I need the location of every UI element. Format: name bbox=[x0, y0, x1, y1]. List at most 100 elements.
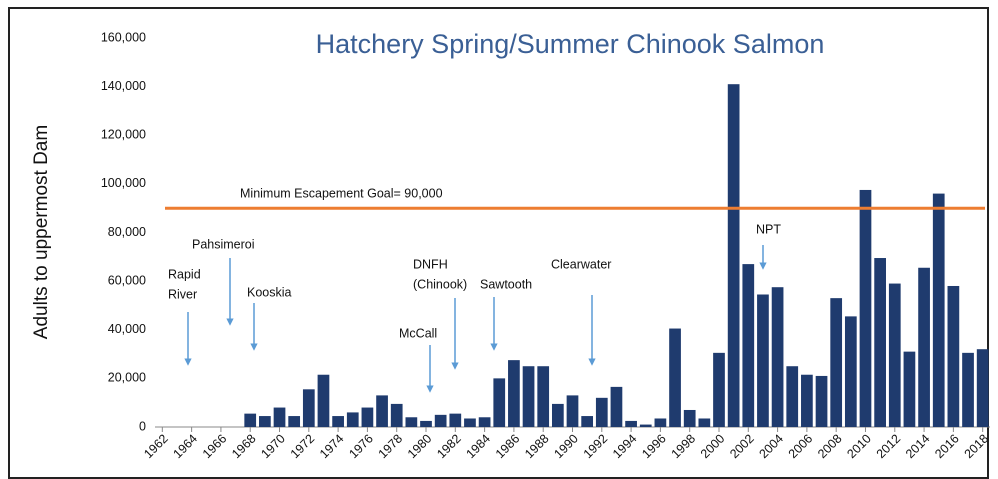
bar bbox=[669, 328, 681, 427]
y-tick-label: 40,000 bbox=[108, 322, 146, 336]
annotation: River bbox=[168, 287, 197, 301]
bar bbox=[713, 352, 725, 427]
bar bbox=[376, 395, 388, 427]
annotation: Sawtooth bbox=[480, 277, 532, 291]
x-tick-label: 1972 bbox=[288, 432, 318, 462]
annotation: McCall bbox=[399, 326, 437, 340]
bar bbox=[595, 397, 608, 427]
bar bbox=[464, 418, 476, 427]
x-tick-label: 1966 bbox=[200, 432, 230, 462]
reference-label: Minimum Escapement Goal= 90,000 bbox=[240, 186, 443, 200]
bar bbox=[581, 416, 594, 427]
bar bbox=[449, 413, 462, 427]
y-tick-label: 140,000 bbox=[101, 79, 146, 93]
x-tick-label: 2012 bbox=[874, 432, 904, 462]
x-tick-label: 2004 bbox=[756, 432, 786, 462]
bar bbox=[259, 416, 271, 427]
x-tick-label: 1978 bbox=[376, 432, 406, 462]
annotation: Kooskia bbox=[247, 285, 292, 299]
y-tick-label: 20,000 bbox=[108, 371, 146, 385]
bar bbox=[859, 189, 872, 427]
bar bbox=[947, 285, 960, 427]
x-tick-label: 1990 bbox=[551, 432, 581, 462]
bar bbox=[566, 395, 579, 427]
x-tick-label: 1974 bbox=[317, 432, 347, 462]
y-tick-label: 0 bbox=[139, 419, 146, 433]
x-tick-label: 1968 bbox=[229, 432, 259, 462]
bar bbox=[742, 264, 755, 427]
x-tick-label: 1994 bbox=[610, 432, 640, 462]
bar bbox=[888, 283, 901, 427]
bar bbox=[273, 407, 286, 427]
x-tick-label: 1988 bbox=[522, 432, 552, 462]
bar bbox=[786, 366, 799, 427]
y-tick-label: 100,000 bbox=[101, 176, 146, 190]
bar bbox=[962, 352, 974, 427]
bar bbox=[420, 420, 432, 427]
bar bbox=[551, 403, 564, 427]
bar bbox=[332, 416, 344, 427]
bar bbox=[903, 351, 916, 427]
bar bbox=[346, 412, 359, 427]
y-tick-label: 120,000 bbox=[101, 128, 146, 142]
x-tick-label: 1970 bbox=[258, 432, 288, 462]
x-tick-label: 1996 bbox=[639, 432, 669, 462]
bar bbox=[654, 418, 667, 427]
bar bbox=[698, 418, 711, 427]
x-tick-label: 2014 bbox=[903, 432, 933, 462]
x-tick-label: 1980 bbox=[405, 432, 435, 462]
bar bbox=[771, 287, 784, 427]
x-tick-label: 2002 bbox=[727, 432, 757, 462]
annotation: NPT bbox=[756, 222, 781, 236]
x-tick-label: 2010 bbox=[844, 432, 874, 462]
frame bbox=[8, 7, 989, 479]
x-tick-label: 2008 bbox=[815, 432, 845, 462]
annotation: Rapid bbox=[168, 267, 201, 281]
x-tick-label: 1998 bbox=[669, 432, 699, 462]
bar bbox=[522, 366, 535, 427]
bar bbox=[405, 417, 418, 427]
bar bbox=[434, 414, 447, 427]
bar bbox=[801, 374, 813, 427]
bar bbox=[390, 403, 403, 427]
bar bbox=[815, 375, 828, 427]
bar bbox=[976, 349, 989, 427]
x-tick-label: 2016 bbox=[932, 432, 962, 462]
bar bbox=[244, 413, 257, 427]
annotation: (Chinook) bbox=[413, 277, 467, 291]
annotation: Clearwater bbox=[551, 257, 611, 271]
bar bbox=[683, 409, 696, 427]
bar bbox=[537, 366, 550, 427]
bar bbox=[610, 386, 623, 427]
bar bbox=[757, 294, 769, 427]
x-tick-label: 2006 bbox=[786, 432, 816, 462]
bar bbox=[918, 267, 930, 427]
bar bbox=[361, 407, 374, 427]
x-tick-label: 1984 bbox=[463, 432, 493, 462]
x-tick-label: 2000 bbox=[698, 432, 728, 462]
bar bbox=[625, 420, 637, 427]
bar bbox=[288, 416, 301, 427]
bar bbox=[478, 417, 491, 427]
y-tick-label: 60,000 bbox=[108, 273, 146, 287]
y-axis-label: Adults to uppermost Dam bbox=[31, 125, 52, 339]
chart-title: Hatchery Spring/Summer Chinook Salmon bbox=[316, 29, 825, 59]
x-tick-label: 2018 bbox=[962, 432, 992, 462]
bar bbox=[844, 316, 857, 427]
bar bbox=[874, 258, 886, 427]
bar bbox=[493, 378, 506, 427]
bar bbox=[317, 374, 330, 427]
y-tick-label: 160,000 bbox=[101, 30, 146, 44]
bar bbox=[639, 424, 652, 427]
bar bbox=[727, 84, 740, 427]
x-tick-label: 1962 bbox=[141, 432, 171, 462]
x-tick-label: 1986 bbox=[493, 432, 523, 462]
bar bbox=[830, 298, 843, 427]
bar bbox=[302, 389, 315, 427]
annotation: Pahsimeroi bbox=[192, 237, 255, 251]
annotation: DNFH bbox=[413, 257, 448, 271]
x-tick-label: 1982 bbox=[434, 432, 464, 462]
bar bbox=[508, 360, 520, 427]
x-tick-label: 1992 bbox=[581, 432, 611, 462]
